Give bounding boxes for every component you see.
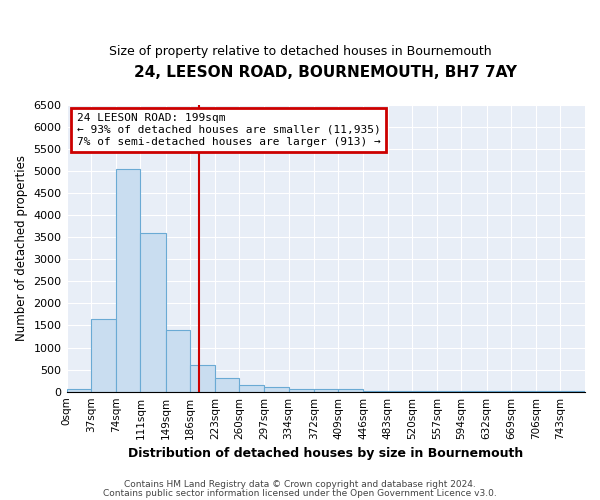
Text: Contains HM Land Registry data © Crown copyright and database right 2024.: Contains HM Land Registry data © Crown c… (124, 480, 476, 489)
Bar (190, 365, 215, 392)
Bar (264, 388, 289, 392)
Text: Size of property relative to detached houses in Bournemouth: Size of property relative to detached ho… (109, 45, 491, 58)
Bar (338, 390, 363, 392)
Bar (67, 388, 91, 392)
Bar (116, 169, 140, 392)
Text: 24 LEESON ROAD: 199sqm
← 93% of detached houses are smaller (11,935)
7% of semi-: 24 LEESON ROAD: 199sqm ← 93% of detached… (77, 114, 380, 146)
Bar (140, 233, 166, 392)
Bar (239, 385, 264, 392)
X-axis label: Distribution of detached houses by size in Bournemouth: Distribution of detached houses by size … (128, 447, 523, 460)
Y-axis label: Number of detached properties: Number of detached properties (15, 155, 28, 341)
Bar (289, 388, 314, 392)
Bar (215, 378, 239, 392)
Text: Contains public sector information licensed under the Open Government Licence v3: Contains public sector information licen… (103, 488, 497, 498)
Title: 24, LEESON ROAD, BOURNEMOUTH, BH7 7AY: 24, LEESON ROAD, BOURNEMOUTH, BH7 7AY (134, 65, 517, 80)
Bar (91, 319, 116, 392)
Bar (314, 390, 338, 392)
Bar (166, 330, 190, 392)
